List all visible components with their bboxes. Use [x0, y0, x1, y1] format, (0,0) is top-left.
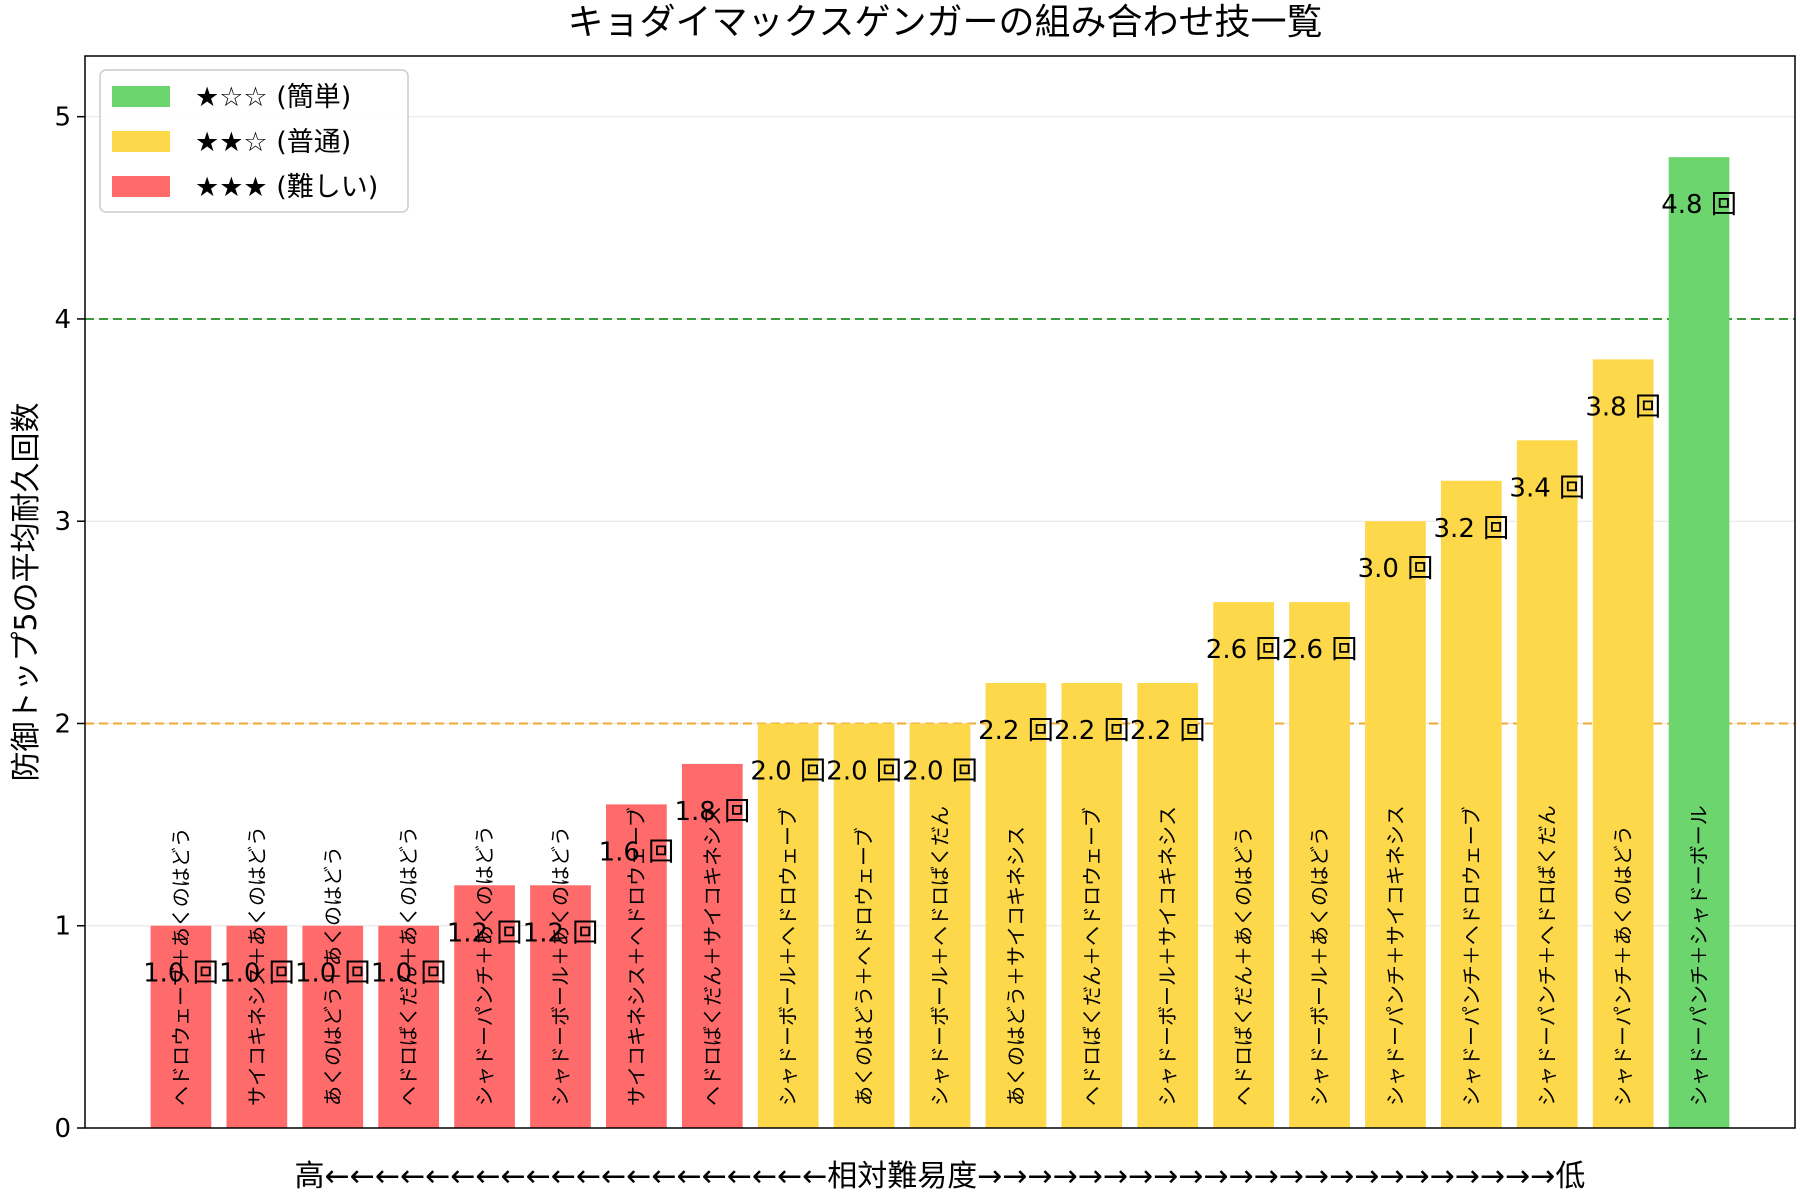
bar-category-label: シャドーパンチ＋あくのはどう [473, 825, 497, 1106]
y-tick-label: 3 [54, 507, 71, 537]
legend-box [99, 69, 409, 213]
legend-swatch-normal [112, 131, 170, 152]
bar-value-label: 1.0 回 [371, 959, 447, 989]
bar-category-label: シャドーボール＋あくのはどう [548, 826, 572, 1106]
bar-category-label: ヘドロばくだん＋サイコキネシス [700, 806, 724, 1106]
bar-category-label: ヘドロばくだん＋あくのはどう [1232, 826, 1256, 1106]
bar [454, 885, 515, 1128]
bar-category-label: ヘドロばくだん＋ヘドロウェーブ [1080, 807, 1104, 1106]
bar [1668, 157, 1730, 1128]
bar-value-label: 1.0 回 [143, 959, 219, 989]
bar-value-label: 1.8 回 [674, 797, 750, 827]
bar [1440, 480, 1502, 1128]
bar-category-label: あくのはどう＋ヘドロウェーブ [852, 827, 876, 1106]
bar-category-label: シャドーボール＋サイコキネシス [1156, 806, 1180, 1106]
y-tick-label: 4 [54, 305, 71, 335]
bar [1061, 683, 1123, 1128]
bar-value-label: 1.2 回 [523, 918, 599, 948]
bar-category-label: シャドーパンチ＋あくのはどう [1611, 825, 1635, 1106]
bar-value-label: 2.0 回 [902, 756, 978, 786]
bar [302, 925, 364, 1128]
bar [909, 723, 971, 1128]
bar [1289, 602, 1350, 1128]
bar-value-label: 3.4 回 [1509, 473, 1585, 503]
bar [1592, 359, 1654, 1128]
bar-category-label: シャドーボール＋ヘドロばくだん [928, 806, 952, 1106]
chart-title: キョダイマックスゲンガーの組み合わせ技一覧 [568, 2, 1323, 43]
bar [833, 723, 895, 1128]
bar-category-label: シャドーボール＋ヘドロウェーブ [776, 807, 800, 1106]
bars [150, 157, 1730, 1128]
bar-value-label: 1.0 回 [219, 959, 295, 989]
legend-swatch-hard [112, 176, 170, 197]
legend-swatch-easy [112, 86, 170, 107]
bar [985, 683, 1047, 1128]
bar-category-label: シャドーパンチ＋シャドーボール [1687, 805, 1711, 1106]
y-tick-label: 1 [54, 912, 71, 942]
bar-value-label: 4.8 回 [1661, 190, 1737, 220]
bar-category-label: サイコキネシス＋あくのはどう [245, 826, 269, 1106]
bar [757, 723, 819, 1128]
bar-value-label: 2.6 回 [1282, 635, 1358, 665]
bar-value-label: 1.2 回 [447, 918, 523, 948]
bar-category-label: サイコキネシス＋ヘドロウェーブ [624, 807, 648, 1106]
bar [606, 804, 667, 1128]
y-axis-label: 防御トップ5の平均耐久回数 [9, 402, 44, 781]
bar-category-label: シャドーボール＋あくのはどう [1308, 826, 1332, 1106]
bar-value-label: 1.0 回 [295, 959, 371, 989]
bar [1365, 521, 1426, 1128]
bar [530, 885, 591, 1128]
y-axis-ticks: 0 1 2 3 4 5 [54, 103, 85, 1144]
bar-value-label: 1.6 回 [599, 837, 675, 867]
bar-value-label: 3.2 回 [1434, 514, 1510, 544]
bar [226, 925, 288, 1128]
bar-category-label: あくのはどう＋あくのはどう [321, 846, 345, 1106]
bar-value-label: 2.2 回 [1130, 716, 1206, 746]
y-tick-label: 2 [54, 709, 71, 739]
bar [1213, 602, 1274, 1128]
y-tick-label: 5 [54, 103, 71, 133]
bar-category-label: シャドーパンチ＋ヘドロウェーブ [1459, 806, 1483, 1106]
bar-category-label: ヘドロウェーブ＋あくのはどう [169, 827, 193, 1106]
bar [681, 763, 743, 1128]
bar-category-label: ヘドロばくだん＋あくのはどう [397, 826, 421, 1106]
bar-category-label: あくのはどう＋サイコキネシス [1004, 826, 1028, 1106]
legend-label-hard: ★★★ (難しい) [195, 172, 378, 203]
plot-frame [84, 55, 1796, 1129]
bar-category-label: シャドーパンチ＋サイコキネシス [1383, 805, 1407, 1106]
legend-label-easy: ★☆☆ (簡単) [195, 82, 351, 113]
bar-value-label: 2.6 回 [1206, 635, 1282, 665]
bar-value-label: 2.2 回 [978, 716, 1054, 746]
legend: ★☆☆ (簡単) ★★☆ (普通) ★★★ (難しい) [99, 69, 409, 213]
bar-value-label: 2.2 回 [1054, 716, 1130, 746]
bar-value-label: 2.0 回 [826, 756, 902, 786]
bar [1137, 683, 1199, 1128]
bar [150, 925, 212, 1128]
bar [378, 925, 440, 1128]
bar-category-label: シャドーパンチ＋ヘドロばくだん [1535, 805, 1559, 1106]
bar [1516, 440, 1578, 1128]
legend-label-normal: ★★☆ (普通) [195, 127, 351, 158]
y-tick-label: 0 [54, 1114, 71, 1144]
bar-value-label: 3.0 回 [1358, 554, 1434, 584]
x-axis-label: 高←←←←←←←←←←←←←←←←←←←←相対難易度→→→→→→→→→→→→→→… [295, 1159, 1586, 1194]
bar-value-label: 3.8 回 [1585, 392, 1661, 422]
bar-value-label: 2.0 回 [750, 756, 826, 786]
